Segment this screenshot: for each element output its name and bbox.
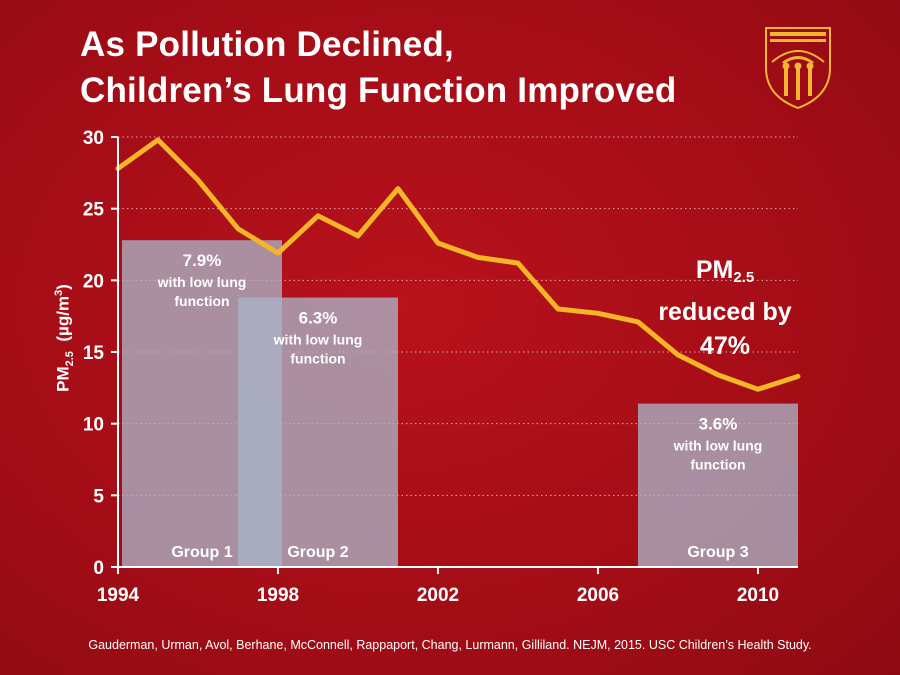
usc-seal-icon — [765, 27, 831, 110]
title-line-2: Children’s Lung Function Improved — [80, 71, 677, 110]
x-tick-label: 2002 — [417, 585, 459, 606]
x-tick-label: 1994 — [97, 585, 140, 606]
x-tick-label: 2010 — [737, 585, 779, 606]
group-2-desc-line-1: with low lung — [273, 332, 363, 348]
group-box-3 — [638, 403, 798, 567]
group-2-label: Group 2 — [287, 544, 348, 561]
y-tick-label: 10 — [83, 415, 104, 436]
series-line-layer — [115, 137, 801, 392]
y-tick-label: 25 — [83, 200, 105, 221]
title-line-1: As Pollution Declined, — [80, 25, 454, 64]
y-tick-label: 20 — [83, 271, 104, 292]
x-tick-label: 2006 — [577, 585, 619, 606]
y-tick-label: 30 — [83, 128, 104, 149]
pm25-series-line — [115, 137, 801, 392]
group-3-desc-line-1: with low lung — [673, 438, 763, 454]
callout-pm: PM — [695, 256, 734, 284]
group-1-percent: 7.9% — [183, 251, 222, 270]
y-axis-label: PM2.5 (µg/m3) — [53, 284, 77, 392]
group-boxes — [122, 240, 798, 567]
callout-pm-sub: 2.5 — [733, 269, 755, 286]
x-tick-label: 1998 — [257, 585, 299, 606]
citation-text: Gauderman, Urman, Avol, Berhane, McConne… — [88, 638, 812, 652]
group-box-2 — [238, 297, 398, 567]
group-2-desc-line-2: function — [290, 351, 345, 367]
y-tick-label: 0 — [93, 558, 104, 579]
group-2-percent: 6.3% — [299, 309, 338, 328]
group-3-desc-line-2: function — [690, 457, 745, 473]
group-3-percent: 3.6% — [699, 415, 738, 434]
callout-line-3: 47% — [699, 332, 751, 360]
callout-line-2: reduced by — [658, 298, 792, 326]
group-1-desc-line-1: with low lung — [157, 274, 247, 290]
group-1-label: Group 1 — [171, 544, 232, 561]
y-tick-label: 5 — [93, 486, 104, 507]
axes — [111, 136, 798, 574]
group-3-label: Group 3 — [687, 544, 748, 561]
slide-title: As Pollution Declined, Children’s Lung F… — [80, 22, 676, 114]
y-tick-label: 15 — [83, 343, 105, 364]
group-labels: 7.9% with low lung function Group 1 6.3% with… — [157, 251, 763, 561]
reduction-callout: PM2.5 reduced by 47% — [630, 253, 820, 363]
tick-labels: 0 5 10 15 20 25 30 1994 1998 2002 2006 2010 — [83, 128, 779, 606]
group-1-desc-line-2: function — [174, 293, 229, 309]
